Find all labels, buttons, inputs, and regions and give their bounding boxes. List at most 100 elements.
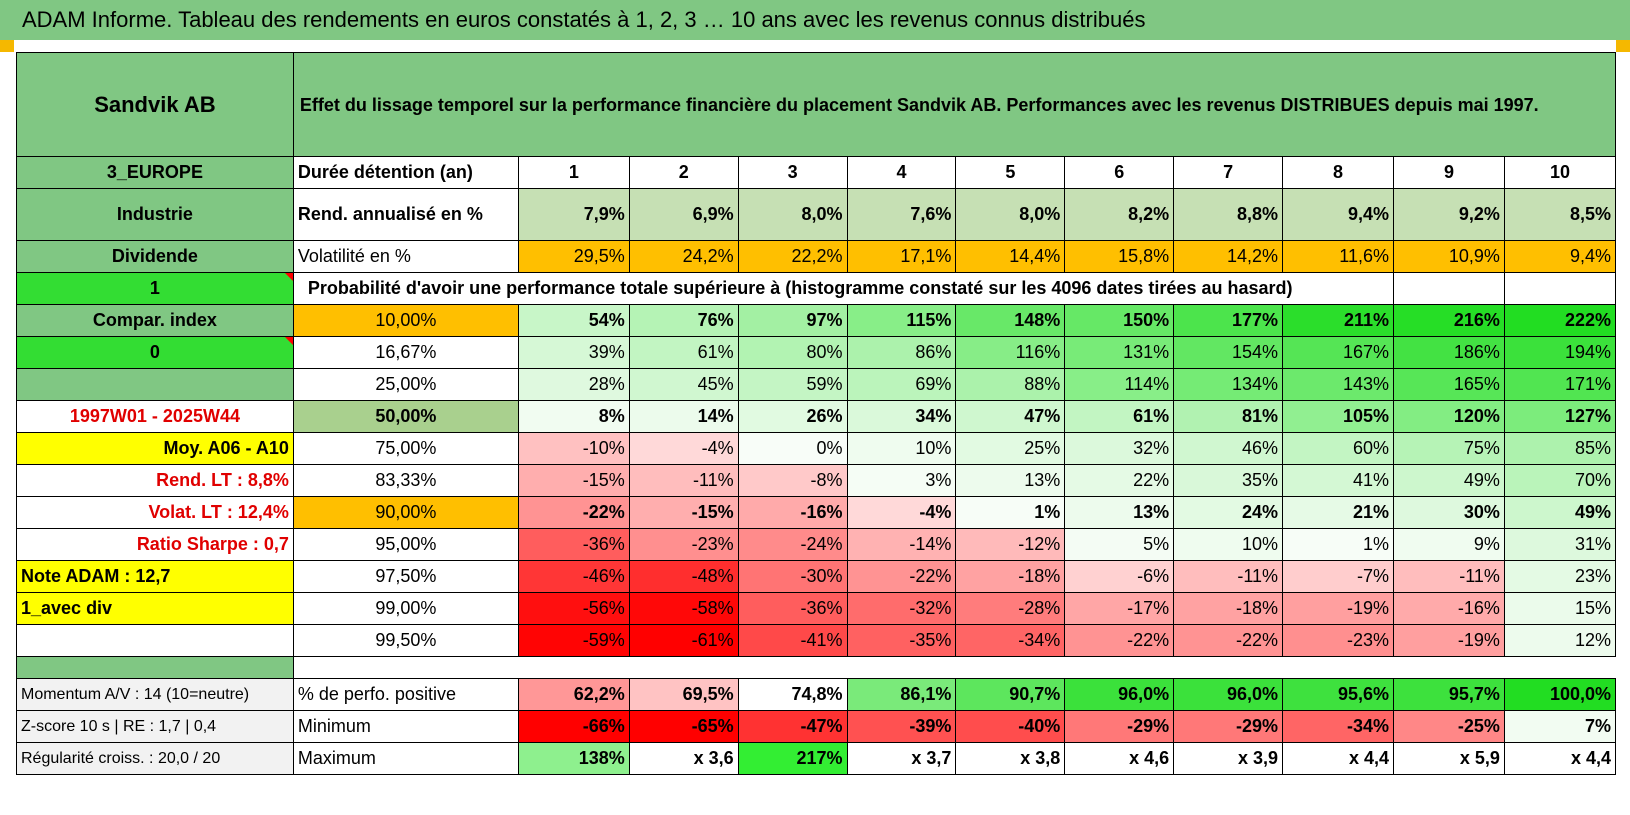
volat-lt-cell[interactable]: Volat. LT : 12,4%: [16, 496, 294, 529]
vol-value[interactable]: 17,1%: [846, 240, 957, 273]
performance-cell[interactable]: 22%: [1064, 464, 1175, 497]
performance-cell[interactable]: -10%: [517, 432, 630, 465]
performance-cell[interactable]: 120%: [1393, 400, 1505, 433]
performance-cell[interactable]: -58%: [628, 592, 739, 625]
performance-cell[interactable]: -35%: [846, 624, 957, 657]
performance-cell[interactable]: 12%: [1503, 624, 1617, 657]
year-header[interactable]: 9: [1393, 156, 1505, 189]
performance-cell[interactable]: -11%: [628, 464, 739, 497]
performance-cell[interactable]: 194%: [1503, 336, 1617, 369]
period-cell[interactable]: 1997W01 - 2025W44: [16, 400, 294, 433]
performance-cell[interactable]: -16%: [737, 496, 848, 529]
performance-cell[interactable]: -8%: [737, 464, 848, 497]
summary-value[interactable]: x 3,8: [955, 742, 1066, 775]
performance-cell[interactable]: 5%: [1064, 528, 1175, 561]
performance-cell[interactable]: -36%: [517, 528, 630, 561]
zscore-cell[interactable]: Z-score 10 s | RE : 1,7 | 0,4: [16, 710, 294, 743]
performance-cell[interactable]: -17%: [1064, 592, 1175, 625]
performance-cell[interactable]: -23%: [1282, 624, 1394, 657]
performance-cell[interactable]: 35%: [1173, 464, 1284, 497]
summary-value[interactable]: x 5,9: [1393, 742, 1505, 775]
performance-cell[interactable]: -4%: [846, 496, 957, 529]
mode-cell[interactable]: 1_avec div: [16, 592, 294, 625]
performance-cell[interactable]: -15%: [628, 496, 739, 529]
vol-value[interactable]: 10,9%: [1393, 240, 1505, 273]
threshold-cell[interactable]: 50,00%: [292, 400, 519, 433]
asset-name-cell[interactable]: Sandvik AB: [16, 52, 294, 157]
performance-cell[interactable]: -18%: [1173, 592, 1284, 625]
summary-value[interactable]: -34%: [1282, 710, 1394, 743]
summary-value[interactable]: 100,0%: [1503, 678, 1617, 711]
year-header[interactable]: 6: [1064, 156, 1175, 189]
performance-cell[interactable]: 34%: [846, 400, 957, 433]
rend-value[interactable]: 9,4%: [1282, 188, 1394, 241]
performance-cell[interactable]: 114%: [1064, 368, 1175, 401]
empty-green-cell[interactable]: [16, 368, 294, 401]
year-header[interactable]: 4: [846, 156, 957, 189]
performance-cell[interactable]: 76%: [628, 304, 739, 337]
year-header[interactable]: 3: [737, 156, 848, 189]
performance-cell[interactable]: 46%: [1173, 432, 1284, 465]
performance-cell[interactable]: -48%: [628, 560, 739, 593]
compar-index-cell[interactable]: Compar. index: [16, 304, 294, 337]
summary-value[interactable]: 217%: [737, 742, 848, 775]
summary-value[interactable]: 86,1%: [846, 678, 957, 711]
duration-header[interactable]: Durée détention (an): [292, 156, 519, 189]
performance-cell[interactable]: 127%: [1503, 400, 1617, 433]
performance-cell[interactable]: 116%: [955, 336, 1066, 369]
performance-cell[interactable]: 0%: [737, 432, 848, 465]
summary-value[interactable]: 96,0%: [1064, 678, 1175, 711]
performance-cell[interactable]: 21%: [1282, 496, 1394, 529]
performance-cell[interactable]: 49%: [1503, 496, 1617, 529]
performance-cell[interactable]: 115%: [846, 304, 957, 337]
performance-cell[interactable]: -18%: [955, 560, 1066, 593]
summary-value[interactable]: 90,7%: [955, 678, 1066, 711]
performance-cell[interactable]: 105%: [1282, 400, 1394, 433]
threshold-cell[interactable]: 75,00%: [292, 432, 519, 465]
summary-value[interactable]: 95,6%: [1282, 678, 1394, 711]
empty-cell[interactable]: [1503, 272, 1617, 305]
momentum-cell[interactable]: Momentum A/V : 14 (10=neutre): [16, 678, 294, 711]
rend-value[interactable]: 7,9%: [517, 188, 630, 241]
sector-cell[interactable]: Industrie: [16, 188, 294, 241]
performance-cell[interactable]: -28%: [955, 592, 1066, 625]
rend-value[interactable]: 8,8%: [1173, 188, 1284, 241]
performance-cell[interactable]: 28%: [517, 368, 630, 401]
performance-cell[interactable]: 45%: [628, 368, 739, 401]
performance-cell[interactable]: 171%: [1503, 368, 1617, 401]
performance-cell[interactable]: 15%: [1503, 592, 1617, 625]
regularite-cell[interactable]: Régularité croiss. : 20,0 / 20: [16, 742, 294, 775]
summary-value[interactable]: -40%: [955, 710, 1066, 743]
performance-cell[interactable]: 148%: [955, 304, 1066, 337]
performance-cell[interactable]: -36%: [737, 592, 848, 625]
vol-value[interactable]: 29,5%: [517, 240, 630, 273]
performance-cell[interactable]: 143%: [1282, 368, 1394, 401]
rend-value[interactable]: 8,2%: [1064, 188, 1175, 241]
vol-value[interactable]: 15,8%: [1064, 240, 1175, 273]
threshold-cell[interactable]: 25,00%: [292, 368, 519, 401]
performance-cell[interactable]: 14%: [628, 400, 739, 433]
threshold-cell[interactable]: 99,00%: [292, 592, 519, 625]
performance-cell[interactable]: -59%: [517, 624, 630, 657]
summary-value[interactable]: -65%: [628, 710, 739, 743]
year-header[interactable]: 8: [1282, 156, 1394, 189]
year-header[interactable]: 10: [1503, 156, 1617, 189]
performance-cell[interactable]: 85%: [1503, 432, 1617, 465]
performance-cell[interactable]: -4%: [628, 432, 739, 465]
performance-cell[interactable]: 69%: [846, 368, 957, 401]
positive-header[interactable]: % de perfo. positive: [292, 678, 519, 711]
summary-value[interactable]: x 4,4: [1503, 742, 1617, 775]
year-header[interactable]: 2: [628, 156, 739, 189]
performance-cell[interactable]: 39%: [517, 336, 630, 369]
spacer-blank-cell[interactable]: [293, 657, 1615, 679]
performance-cell[interactable]: 86%: [846, 336, 957, 369]
performance-cell[interactable]: 25%: [955, 432, 1066, 465]
performance-cell[interactable]: 216%: [1393, 304, 1505, 337]
performance-cell[interactable]: 10%: [846, 432, 957, 465]
performance-cell[interactable]: 61%: [1064, 400, 1175, 433]
summary-value[interactable]: 95,7%: [1393, 678, 1505, 711]
performance-cell[interactable]: 24%: [1173, 496, 1284, 529]
performance-cell[interactable]: 70%: [1503, 464, 1617, 497]
performance-cell[interactable]: -41%: [737, 624, 848, 657]
probability-header[interactable]: Probabilité d'avoir une performance tota…: [292, 272, 1395, 305]
